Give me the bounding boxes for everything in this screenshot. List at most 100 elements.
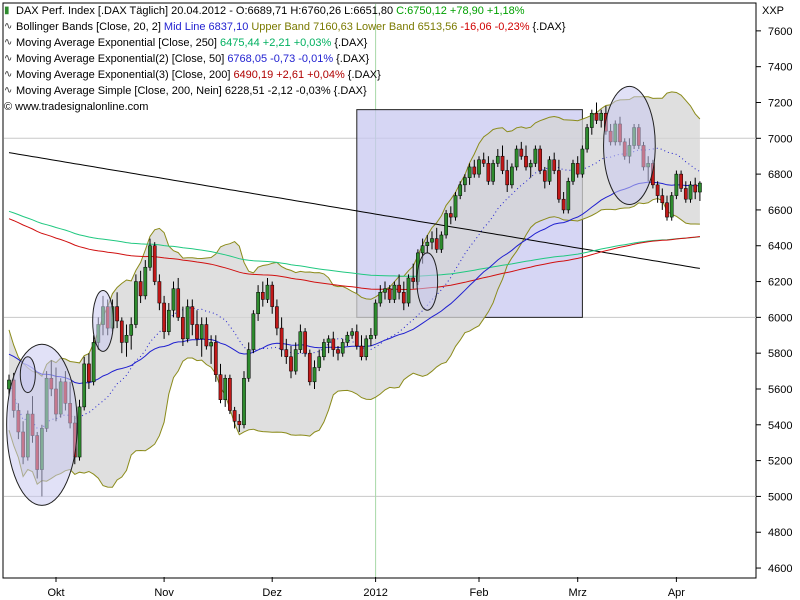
candlestick[interactable] (524, 145, 528, 171)
candlestick[interactable] (528, 159, 533, 178)
candlestick[interactable] (232, 406, 237, 429)
candlestick[interactable] (181, 306, 185, 347)
candlestick[interactable] (359, 335, 364, 361)
candlestick[interactable] (77, 399, 82, 461)
candlestick[interactable] (138, 270, 143, 304)
highlight-circle[interactable] (416, 252, 439, 311)
candlestick[interactable] (453, 192, 458, 221)
candlestick[interactable] (575, 156, 580, 178)
candlestick[interactable] (669, 192, 674, 221)
candlestick[interactable] (364, 335, 369, 361)
highlight-circle[interactable] (603, 85, 656, 206)
candlestick[interactable] (571, 159, 575, 185)
candlestick[interactable] (298, 324, 303, 354)
candlestick[interactable] (124, 324, 129, 357)
candlestick[interactable] (256, 285, 260, 321)
candlestick[interactable] (698, 181, 702, 201)
candlestick[interactable] (665, 195, 669, 221)
candlestick[interactable] (688, 181, 693, 203)
candlestick[interactable] (693, 177, 698, 200)
candlestick[interactable] (275, 299, 279, 336)
candlestick[interactable] (199, 317, 204, 357)
candlestick[interactable] (354, 324, 359, 350)
candlestick[interactable] (115, 292, 119, 329)
candlestick[interactable] (279, 317, 284, 357)
candlestick[interactable] (157, 274, 162, 311)
candlestick[interactable] (566, 177, 571, 214)
legend-row-sma200[interactable]: ∿ Moving Average Simple [Close, 200, Nei… (4, 83, 566, 99)
legend-row-ema250[interactable]: ∿ Moving Average Exponential [Close, 250… (4, 35, 566, 51)
candlestick[interactable] (599, 109, 604, 128)
candlestick[interactable] (270, 281, 275, 314)
candlestick[interactable] (683, 181, 688, 203)
candlestick[interactable] (463, 174, 467, 193)
candlestick[interactable] (448, 206, 453, 225)
candlestick[interactable] (143, 260, 148, 300)
candlestick[interactable] (533, 145, 538, 167)
candlestick[interactable] (411, 263, 416, 289)
candlestick[interactable] (82, 356, 87, 411)
candlestick[interactable] (472, 159, 477, 178)
candlestick[interactable] (213, 335, 218, 382)
candlestick[interactable] (679, 170, 683, 193)
candlestick[interactable] (486, 156, 491, 185)
candlestick[interactable] (246, 342, 251, 382)
legend-row-ema50[interactable]: ∿ Moving Average Exponential(2) [Close, … (4, 51, 566, 67)
candlestick[interactable] (542, 166, 547, 189)
candlestick[interactable] (218, 363, 223, 404)
candlestick[interactable] (510, 163, 514, 189)
candlestick[interactable] (514, 145, 519, 171)
candlestick[interactable] (467, 163, 472, 185)
candlestick[interactable] (204, 317, 209, 350)
candlestick[interactable] (491, 159, 495, 185)
candlestick[interactable] (340, 338, 345, 357)
candlestick[interactable] (251, 310, 256, 354)
candlestick[interactable] (284, 338, 289, 364)
candlestick[interactable] (162, 295, 166, 339)
candlestick[interactable] (589, 109, 594, 135)
candlestick[interactable] (293, 342, 298, 375)
candlestick[interactable] (505, 159, 510, 193)
candlestick[interactable] (369, 328, 373, 347)
candlestick[interactable] (406, 274, 411, 307)
candlestick[interactable] (185, 299, 190, 343)
legend-row-ema200[interactable]: ∿ Moving Average Exponential(3) [Close, … (4, 67, 566, 83)
candlestick[interactable] (289, 346, 293, 379)
candlestick[interactable] (477, 156, 481, 178)
candlestick[interactable] (425, 234, 430, 253)
candlestick[interactable] (392, 281, 397, 304)
highlight-circle[interactable] (6, 343, 78, 506)
candlestick[interactable] (307, 349, 312, 386)
candlestick[interactable] (660, 188, 665, 210)
candlestick[interactable] (209, 335, 213, 364)
candlestick[interactable] (561, 192, 566, 214)
candlestick[interactable] (547, 156, 552, 185)
candlestick[interactable] (322, 338, 326, 361)
candlestick[interactable] (312, 360, 317, 389)
candlestick[interactable] (228, 374, 232, 415)
candlestick[interactable] (345, 331, 350, 347)
candlestick[interactable] (260, 281, 265, 307)
candlestick[interactable] (557, 159, 561, 203)
candlestick[interactable] (176, 277, 181, 321)
candlestick[interactable] (458, 181, 463, 200)
candlestick[interactable] (495, 149, 500, 167)
candlestick[interactable] (242, 371, 246, 429)
candlestick[interactable] (195, 310, 199, 347)
candlestick[interactable] (134, 274, 138, 329)
candlestick[interactable] (444, 209, 448, 239)
candlestick[interactable] (303, 328, 307, 357)
candlestick[interactable] (87, 353, 91, 389)
candlestick[interactable] (119, 317, 124, 354)
candlestick[interactable] (434, 227, 439, 253)
highlight-circle[interactable] (92, 290, 114, 352)
candlestick[interactable] (538, 145, 542, 175)
candlestick[interactable] (439, 231, 444, 253)
candlestick[interactable] (166, 303, 171, 336)
candlestick[interactable] (594, 102, 599, 124)
candlestick[interactable] (378, 285, 383, 307)
candlestick[interactable] (350, 328, 354, 339)
candlestick[interactable] (519, 141, 524, 160)
candlestick[interactable] (265, 277, 270, 304)
